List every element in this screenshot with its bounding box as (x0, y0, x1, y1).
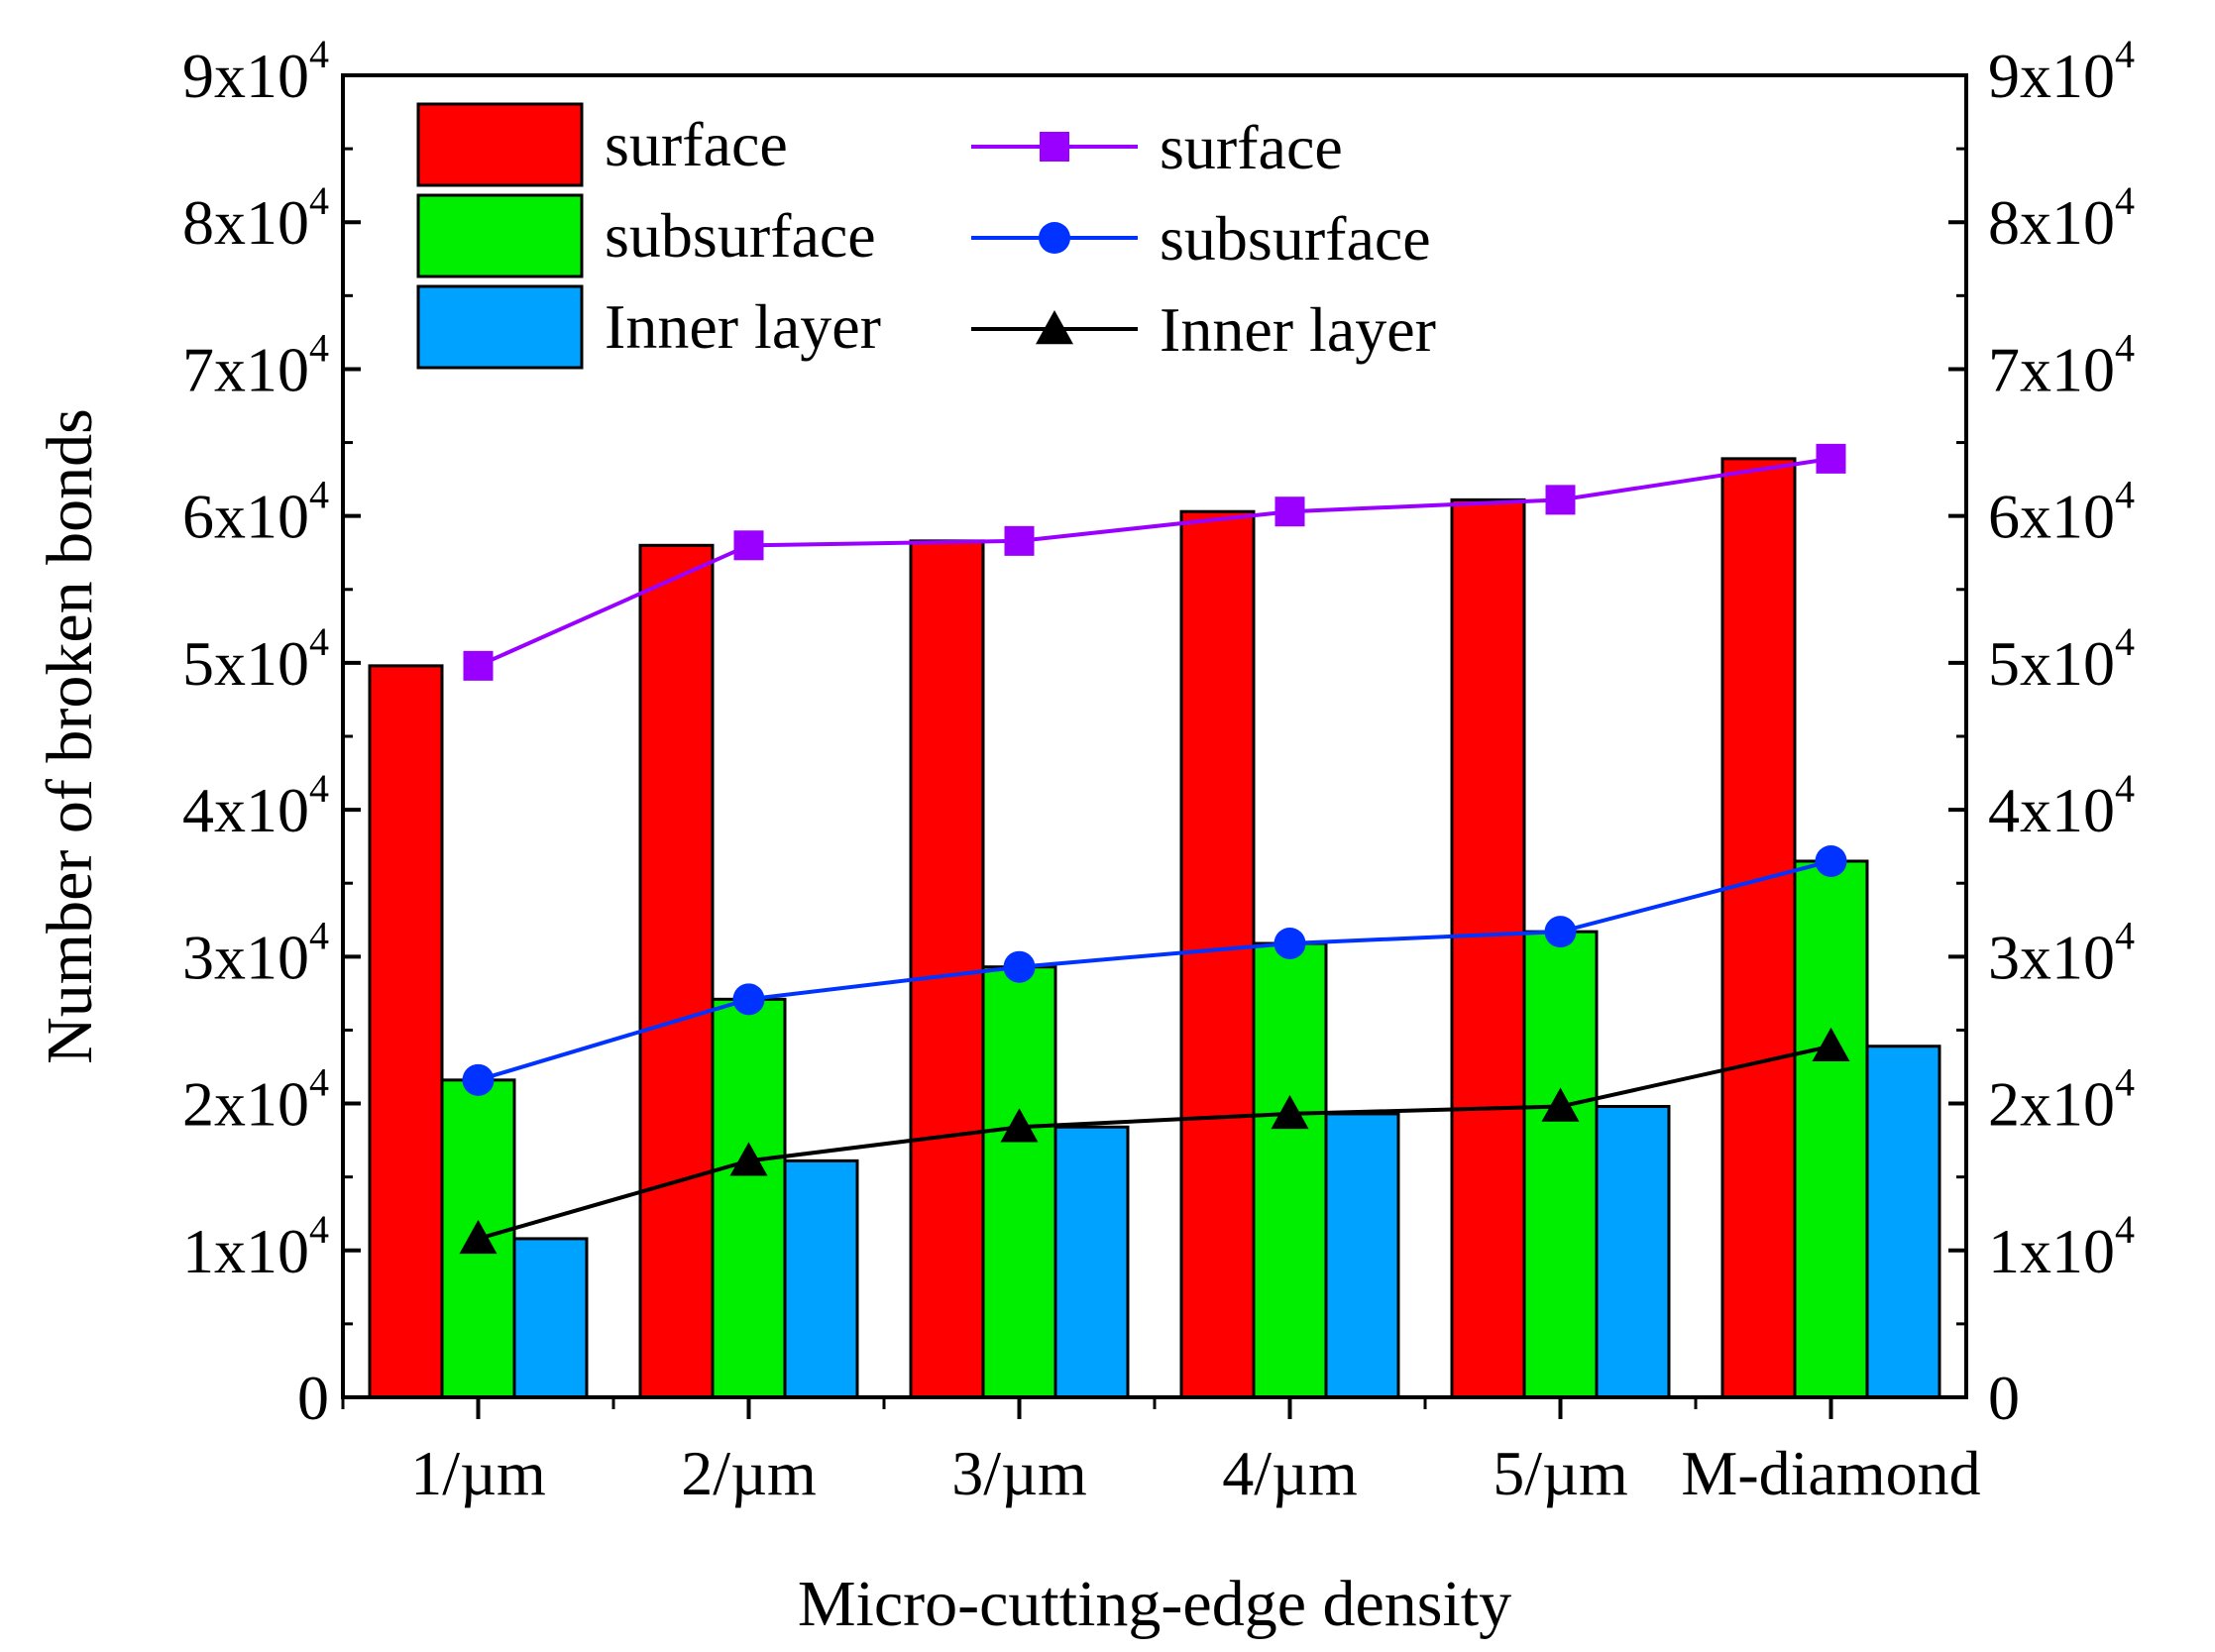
point-subsurface-5 (1544, 916, 1577, 948)
point-inner-layer-4 (1271, 1094, 1309, 1130)
bar-inner-layer-3 (1053, 1125, 1130, 1399)
line-subsurface (477, 859, 1832, 1082)
y-tick-label-left-1: 1x104 (182, 1207, 329, 1286)
point-surface-5 (1545, 485, 1576, 515)
y-tick-label-left-5: 5x104 (182, 619, 329, 699)
bar-subsurface-2 (711, 997, 787, 1399)
y-tick-label-right-2: 2x104 (1988, 1060, 2135, 1140)
point-surface-6 (1816, 443, 1846, 474)
lines-layer (459, 443, 1850, 1255)
bar-inner-layer-2 (783, 1158, 859, 1399)
y-tick-label-left-2: 2x104 (182, 1060, 329, 1140)
line-inner-layer (477, 1044, 1831, 1241)
legend-line-marker-3 (1036, 310, 1073, 345)
bar-surface-2 (638, 543, 715, 1399)
bar-subsurface-3 (981, 965, 1057, 1399)
y-tick-label-right-4: 4x104 (1988, 766, 2135, 845)
legend-bar-label-3: Inner layer (605, 291, 881, 362)
x-tick-label-4: 4/µm (1222, 1438, 1357, 1508)
bar-surface-6 (1720, 457, 1797, 1399)
bar-inner-layer-5 (1595, 1105, 1671, 1399)
y-tick-label-left-6: 6x104 (182, 473, 329, 552)
y-tick-label-left-0: 0 (297, 1363, 329, 1433)
legend-line-label-2: subsurface (1160, 203, 1431, 274)
point-surface-3 (1004, 525, 1035, 556)
y-tick-label-right-8: 8x104 (1988, 178, 2135, 258)
y-tick-label-left-3: 3x104 (182, 913, 329, 992)
x-tick-label-6: M-diamond (1681, 1438, 1980, 1508)
point-subsurface-1 (462, 1063, 495, 1096)
bar-subsurface-6 (1793, 859, 1869, 1399)
legend: surface subsurface Inner layer surface subsu… (416, 102, 1436, 370)
x-tick-label-2: 2/µm (681, 1438, 816, 1508)
bar-surface-3 (909, 539, 985, 1399)
x-tick-label-3: 3/µm (951, 1438, 1086, 1508)
legend-bar-label-2: subsurface (605, 200, 876, 271)
bar-surface-5 (1450, 497, 1526, 1399)
y-tick-label-right-3: 3x104 (1988, 913, 2135, 992)
bar-inner-layer-1 (512, 1237, 589, 1399)
legend-bar-swatch-2 (416, 193, 584, 278)
y-tick-label-left-8: 8x104 (182, 178, 329, 258)
bars-layer (368, 457, 1941, 1399)
y-tick-label-left-4: 4x104 (182, 766, 329, 845)
legend-bar-swatch-3 (416, 284, 584, 370)
axes-layer: 0 0 1x104 1x104 2x104 2x104 3x104 3x104 4x104 4x1… (182, 32, 2135, 1508)
y-tick-label-right-0: 0 (1988, 1363, 2020, 1433)
point-inner-layer-5 (1541, 1087, 1580, 1122)
point-inner-layer-3 (1000, 1108, 1039, 1143)
legend-line-marker-2 (1039, 222, 1070, 254)
point-surface-4 (1274, 496, 1305, 527)
point-subsurface-3 (1003, 950, 1036, 983)
y-tick-label-right-6: 6x104 (1988, 473, 2135, 552)
legend-line-marker-1 (1040, 132, 1069, 162)
bar-subsurface-5 (1522, 930, 1599, 1399)
bar-surface-4 (1179, 509, 1256, 1399)
point-inner-layer-1 (459, 1219, 498, 1255)
legend-bar-swatch-1 (416, 102, 584, 187)
legend-line-label-1: surface (1160, 112, 1343, 182)
point-subsurface-4 (1274, 927, 1306, 959)
legend-bar-label-1: surface (605, 109, 788, 179)
y-tick-label-left-9: 9x104 (182, 32, 329, 111)
bar-subsurface-4 (1252, 941, 1328, 1399)
point-surface-1 (463, 650, 494, 681)
bar-inner-layer-4 (1324, 1112, 1400, 1399)
y-tick-label-right-9: 9x104 (1988, 32, 2135, 111)
point-subsurface-6 (1815, 844, 1847, 877)
x-axis-title: Micro-cutting-edge density (798, 1568, 1511, 1640)
y-tick-label-right-1: 1x104 (1988, 1207, 2135, 1286)
bar-surface-1 (368, 664, 444, 1399)
line-surface (477, 456, 1831, 668)
y-axis-title: Number of broken bonds (34, 408, 106, 1064)
bar-inner-layer-6 (1865, 1045, 1941, 1399)
x-tick-label-5: 5/µm (1493, 1438, 1627, 1508)
point-inner-layer-6 (1812, 1027, 1850, 1061)
y-tick-label-right-7: 7x104 (1988, 325, 2135, 404)
y-tick-label-left-7: 7x104 (182, 325, 329, 404)
point-subsurface-2 (732, 983, 765, 1016)
x-tick-label-1: 1/µm (410, 1438, 545, 1508)
legend-line-label-3: Inner layer (1160, 294, 1436, 365)
point-inner-layer-2 (729, 1142, 768, 1176)
point-surface-2 (733, 530, 764, 561)
y-tick-label-right-5: 5x104 (1988, 619, 2135, 699)
